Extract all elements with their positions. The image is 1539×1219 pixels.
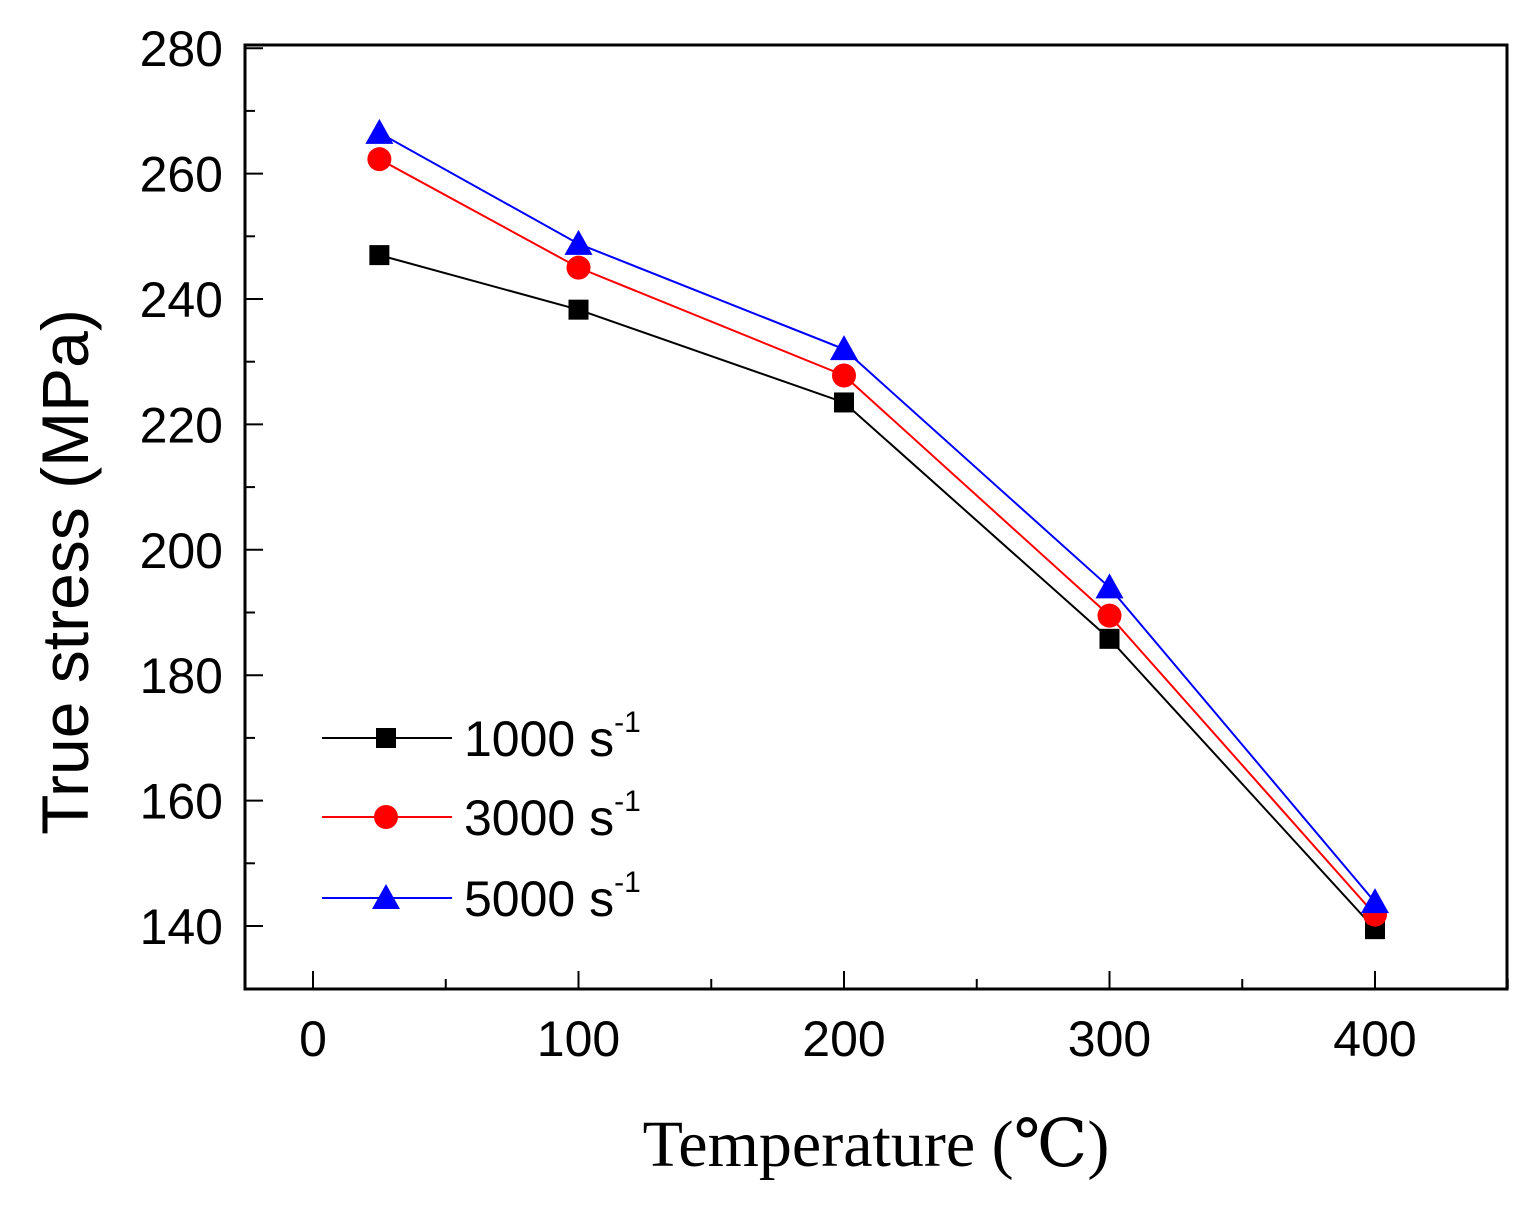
y-tick-label: 280 [140,21,223,77]
legend-marker-2 [374,805,398,829]
legend-label-exponent: -1 [614,706,641,739]
series-2-point [566,255,591,280]
series-3-point [564,229,593,255]
series-1-point [369,245,390,266]
legend-label-text: 1000 s [464,711,614,767]
y-tick-label: 180 [140,648,223,704]
tick-labels: 0 100 200 300 400 140 160 180 200 220 240 260 280 [140,21,1417,1067]
series-1-point [568,299,589,320]
x-tick-label: 200 [802,1011,885,1067]
x-tick-label: 400 [1333,1011,1416,1067]
legend-label-2: 3000 s-1 [464,785,641,846]
legend-label-text: 5000 s [464,871,614,927]
legend-label-3: 5000 s-1 [464,866,641,927]
legend-label-exponent: -1 [614,866,641,899]
series-2-point [1097,603,1122,628]
y-tick-label: 200 [140,523,223,579]
series-2-point [832,363,856,388]
x-axis-label: Temperature (℃) [643,1108,1110,1181]
legend-label-text: 3000 s [464,790,614,846]
legend-marker-3 [372,884,400,909]
series-1-point [834,392,854,413]
series-3-point [1361,888,1389,914]
legend-label-exponent: -1 [614,785,641,818]
series-3-point [830,335,858,361]
x-tick-label: 0 [299,1011,327,1067]
x-tick-label: 300 [1068,1011,1151,1067]
y-tick-label: 160 [140,774,223,830]
legend-marker-1 [376,728,396,748]
series-3-point [1095,573,1124,599]
series-layer [365,118,1389,940]
series-3-point [365,118,394,144]
series-1-point [1099,628,1120,649]
legend-label-1: 1000 s-1 [464,706,641,767]
y-tick-label: 240 [140,272,223,328]
series-line-3 [378,131,1376,903]
plot-frame [243,43,1509,991]
y-axis-label: True stress (MPa) [28,309,102,835]
axis-ticks [245,47,1509,990]
y-tick-label: 260 [140,147,223,203]
y-tick-label: 220 [140,397,223,453]
y-tick-label: 140 [140,899,223,955]
x-tick-label: 100 [537,1011,620,1067]
series-2-point [367,147,392,172]
